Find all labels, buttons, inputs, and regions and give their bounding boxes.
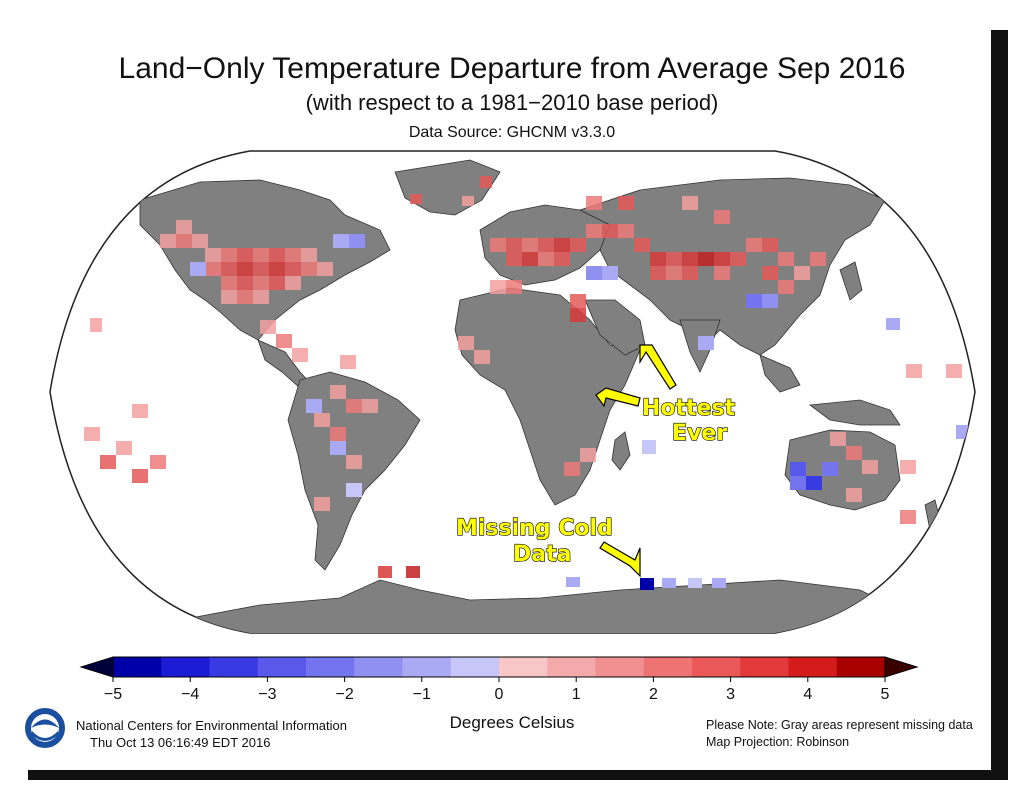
legend-swatch [354, 657, 403, 677]
legend-swatch [113, 657, 162, 677]
legend-swatch [836, 657, 886, 677]
data-source: Data Source: GHCNM v3.3.0 [408, 124, 616, 141]
legend-swatch [306, 657, 355, 677]
org-credit: National Centers for Environmental Infor… [76, 717, 347, 751]
color-legend: −5 −4 −3 −2 −1 0 1 2 3 4 5 [79, 656, 919, 703]
legend-swatch [788, 657, 838, 677]
legend-low-arrow [79, 656, 114, 678]
legend-tick-label: −4 [181, 686, 199, 703]
missing-label-line2: Data [513, 542, 571, 567]
legend-tick-label: 2 [649, 686, 658, 703]
legend-swatch [402, 657, 452, 677]
legend-tick-label: 3 [726, 686, 735, 703]
org-name: National Centers for Environmental Infor… [76, 718, 347, 733]
legend-swatch [547, 657, 596, 677]
cold-anomaly-cells [190, 234, 970, 590]
map-note: Please Note: Gray areas represent missin… [706, 717, 973, 751]
legend-swatch [740, 657, 789, 677]
missing-label-line1: Missing Cold [456, 516, 613, 541]
legend-tick-label: 1 [572, 686, 581, 703]
legend-tick-label: 4 [803, 686, 812, 703]
legend-swatch [643, 657, 693, 677]
hottest-ever-arrows [595, 344, 677, 408]
legend-swatch [257, 657, 307, 677]
hottest-label-line2: Ever [672, 421, 727, 446]
legend-swatch [209, 657, 259, 677]
legend-tick-label: −2 [335, 686, 353, 703]
generated-timestamp: Thu Oct 13 06:16:49 EDT 2016 [90, 735, 271, 750]
legend-unit-label: Degrees Celsius [449, 713, 575, 732]
legend-tick-label: −1 [413, 686, 431, 703]
legend-tick-label: −5 [104, 686, 122, 703]
legend-tick-label: −3 [258, 686, 276, 703]
legend-swatch [595, 657, 645, 677]
legend-swatch [161, 657, 210, 677]
warm-anomaly-cells [84, 176, 962, 578]
missing-data-note: Please Note: Gray areas represent missin… [706, 718, 973, 732]
legend-swatch [499, 657, 548, 677]
legend-high-arrow [884, 656, 919, 678]
hottest-label-line1: Hottest [642, 396, 736, 421]
map-subtitle: (with respect to a 1981−2010 base period… [305, 90, 719, 115]
map-title: Land−Only Temperature Departure from Ave… [118, 52, 906, 85]
missing-cold-data-arrow [599, 541, 641, 578]
noaa-logo [23, 706, 67, 750]
legend-tick-label: 0 [495, 686, 504, 703]
legend-swatch [450, 657, 500, 677]
legend-swatch [692, 657, 741, 677]
projection-note: Map Projection: Robinson [706, 735, 850, 749]
legend-tick-label: 5 [881, 686, 890, 703]
